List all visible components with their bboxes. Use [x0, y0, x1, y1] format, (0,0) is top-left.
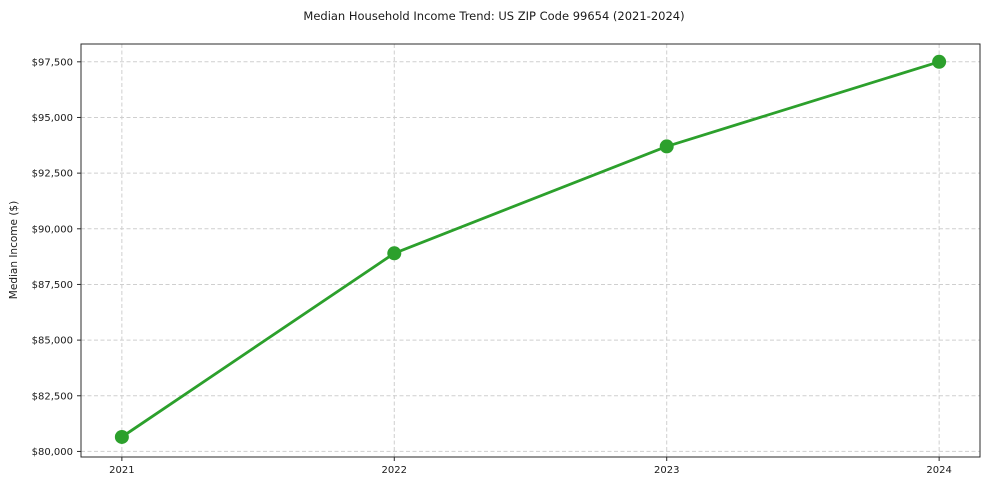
trend-line [120, 60, 941, 439]
series-layer [114, 54, 947, 444]
y-tick-label: $82,500 [32, 391, 73, 402]
data-point-2024 [932, 54, 947, 69]
x-tick-label: 2023 [654, 465, 679, 476]
x-tick-label: 2021 [109, 465, 134, 476]
axes-layer [77, 43, 981, 461]
y-tick-label: $90,000 [32, 224, 73, 235]
data-point-2022 [387, 246, 402, 261]
chart-title: Median Household Income Trend: US ZIP Co… [303, 9, 684, 23]
y-tick-label: $87,500 [32, 280, 73, 291]
data-point-2021 [114, 429, 129, 444]
y-tick-label: $85,000 [32, 336, 73, 347]
y-tick-label: $97,500 [32, 57, 73, 68]
data-point-2023 [659, 139, 674, 154]
grid-layer [81, 44, 980, 457]
x-tick-label: 2024 [926, 465, 951, 476]
tick-label-layer: $80,000 $82,500 $85,000 $87,500 $90,000 $92,5… [32, 57, 952, 476]
y-tick-label: $92,500 [32, 169, 73, 180]
y-axis-label: Median Income ($) [8, 201, 20, 299]
x-tick-label: 2022 [382, 465, 407, 476]
y-tick-label: $95,000 [32, 113, 73, 124]
plot-border [80, 43, 981, 458]
y-tick-label: $80,000 [32, 447, 73, 458]
